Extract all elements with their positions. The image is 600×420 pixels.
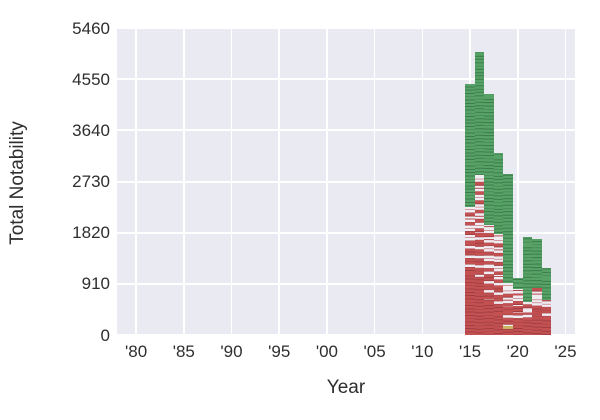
segment-striped-light-2019 (503, 282, 513, 308)
segment-red-solid-2023 (541, 317, 552, 335)
segment-red-solid-2020 (512, 319, 523, 335)
segment-red-solid-2021 (522, 321, 533, 335)
segment-green-2023 (541, 267, 552, 300)
segment-striped-light-2020 (512, 289, 523, 306)
x-tick-label-1990: '90 (220, 342, 243, 361)
y-tick-label-5460: 5460 (72, 18, 110, 38)
segment-striped-light-2018 (493, 234, 504, 276)
x-tick-label-2015: '15 (458, 342, 482, 361)
segment-striped-light-2017 (484, 224, 494, 266)
bar-2019 (503, 173, 513, 335)
segment-green-2016 (474, 51, 485, 176)
v-gridline-1980 (135, 28, 137, 335)
segment-red-solid-2017 (484, 299, 494, 335)
h-gridline-4550 (117, 78, 575, 81)
bar-2018 (493, 152, 504, 335)
segment-striped-dense-2023 (541, 309, 552, 318)
segment-striped-light-2022 (532, 287, 542, 303)
v-gridline-1985 (182, 28, 185, 335)
h-gridline-5460 (117, 28, 575, 29)
segment-striped-dense-2015 (465, 243, 475, 273)
v-gridline-2025 (564, 28, 567, 335)
segment-green-2015 (465, 83, 475, 208)
segment-red-solid-2015 (465, 272, 475, 335)
segment-striped-dense-2019 (503, 307, 513, 328)
h-gridline-2730 (117, 180, 575, 183)
y-tick-label-3640: 3640 (72, 120, 110, 140)
segment-green-2021 (522, 236, 533, 303)
segment-striped-dense-2016 (474, 232, 485, 280)
segment-striped-light-2023 (541, 299, 552, 310)
segment-green-2022 (532, 239, 542, 288)
segment-striped-dense-2020 (512, 305, 523, 320)
v-gridline-1990 (230, 28, 233, 335)
segment-red-solid-2019 (503, 327, 513, 335)
v-gridline-2010 (421, 28, 424, 335)
h-gridline-0 (117, 334, 575, 335)
plot-area (117, 28, 575, 335)
x-tick-label-2000: '00 (315, 342, 338, 361)
segment-striped-dense-2022 (532, 302, 542, 315)
segment-red-solid-2016 (474, 279, 485, 335)
v-gridline-1995 (278, 28, 280, 335)
segment-green-2020 (512, 277, 523, 290)
bar-2015 (465, 83, 475, 335)
segment-striped-light-2021 (522, 302, 533, 313)
v-gridline-2020 (516, 28, 519, 335)
bar-2017 (484, 93, 494, 335)
bar-2022 (532, 239, 542, 335)
y-tick-label-4550: 4550 (72, 69, 110, 89)
h-gridline-3640 (117, 129, 575, 132)
x-tick-label-2010: '10 (411, 342, 434, 361)
bar-2021 (522, 236, 533, 335)
segment-striped-dense-2021 (522, 312, 533, 322)
segment-red-solid-2022 (532, 314, 542, 335)
y-tick-label-0: 0 (100, 325, 110, 345)
h-gridline-1820 (117, 231, 575, 234)
segment-striped-dense-2017 (484, 265, 494, 300)
segment-striped-light-2016 (474, 175, 485, 233)
segment-striped-dense-2018 (493, 275, 504, 310)
segment-green-2019 (503, 173, 513, 283)
segment-red-solid-2018 (493, 309, 504, 335)
accent-segment-2019 (503, 326, 513, 330)
x-tick-label-2025: '25 (554, 342, 577, 361)
x-axis-title: Year (326, 377, 366, 398)
x-tick-label-2005: '05 (363, 342, 386, 361)
v-gridline-2005 (373, 28, 376, 335)
bar-2023 (541, 267, 552, 335)
h-gridline-910 (117, 282, 575, 285)
bar-2016 (474, 51, 485, 335)
x-tick-label-1995: '95 (268, 342, 291, 361)
x-tick-label-1980: '80 (125, 342, 148, 361)
y-tick-label-1820: 1820 (72, 223, 110, 243)
x-tick-label-2020: '20 (506, 342, 529, 361)
segment-striped-light-2015 (465, 207, 475, 244)
v-gridline-2000 (326, 28, 328, 335)
x-tick-label-1985: '85 (172, 342, 195, 361)
segment-green-2017 (484, 93, 494, 225)
segment-green-2018 (493, 152, 504, 235)
y-tick-label-2730: 2730 (72, 172, 110, 191)
y-tick-label-910: 910 (81, 274, 110, 294)
bar-2020 (512, 277, 523, 335)
